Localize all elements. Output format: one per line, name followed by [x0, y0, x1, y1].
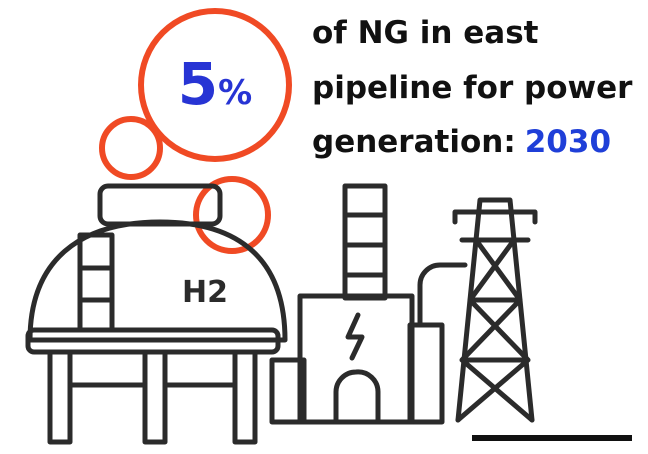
transmission-tower — [455, 200, 535, 420]
caption-line: generation:2030 — [312, 124, 611, 160]
bubble — [196, 179, 268, 251]
stat-number: 5 — [178, 50, 218, 118]
tank-label: H2 — [182, 275, 228, 310]
page: 5% of NG in east pipeline for power gene… — [0, 0, 648, 454]
power-plant — [272, 186, 465, 422]
bubble — [102, 119, 160, 177]
stat-unit: % — [218, 73, 252, 113]
caption-year: 2030 — [525, 124, 611, 160]
infographic: 5% of NG in east pipeline for power gene… — [0, 0, 648, 454]
caption-line: of NG in east — [312, 15, 539, 51]
caption-text: generation: — [312, 124, 516, 160]
caption-line: pipeline for power — [312, 70, 633, 106]
